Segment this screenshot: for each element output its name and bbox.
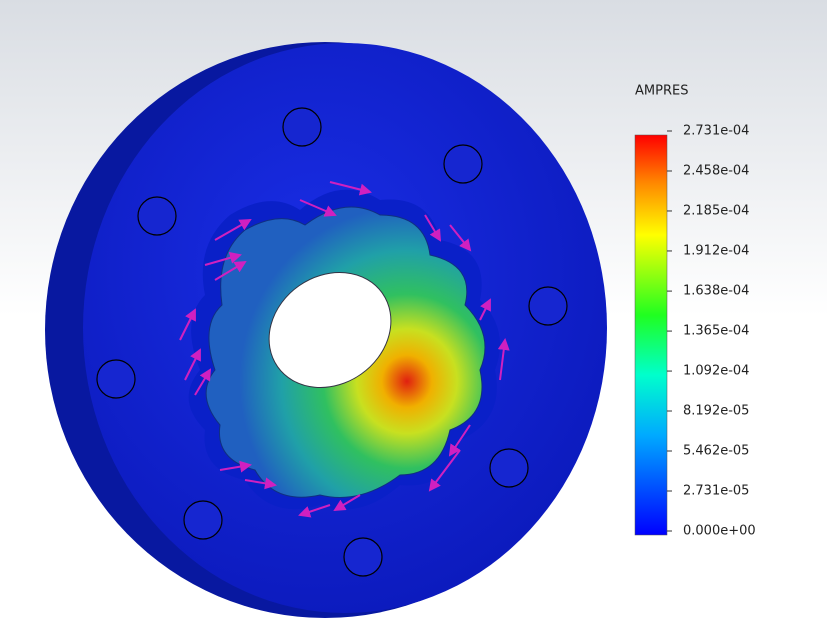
legend-title: AMPRES	[635, 84, 688, 99]
tick-label: 5.462e-05	[683, 444, 749, 459]
tick-label: 0.000e+00	[683, 524, 756, 539]
color-bar	[634, 134, 668, 536]
tick-label: 1.638e-04	[683, 284, 749, 299]
tick-label: 2.731e-05	[683, 484, 749, 499]
tick-label: 1.092e-04	[683, 364, 749, 379]
tick-label: 1.365e-04	[683, 324, 749, 339]
tick-label: 2.731e-04	[683, 124, 749, 139]
model	[45, 42, 607, 618]
tick-label: 2.458e-04	[683, 163, 749, 178]
tick-label: 1.912e-04	[683, 243, 749, 258]
tick-label: 2.185e-04	[683, 203, 749, 218]
tick-label: 8.192e-05	[683, 404, 749, 419]
